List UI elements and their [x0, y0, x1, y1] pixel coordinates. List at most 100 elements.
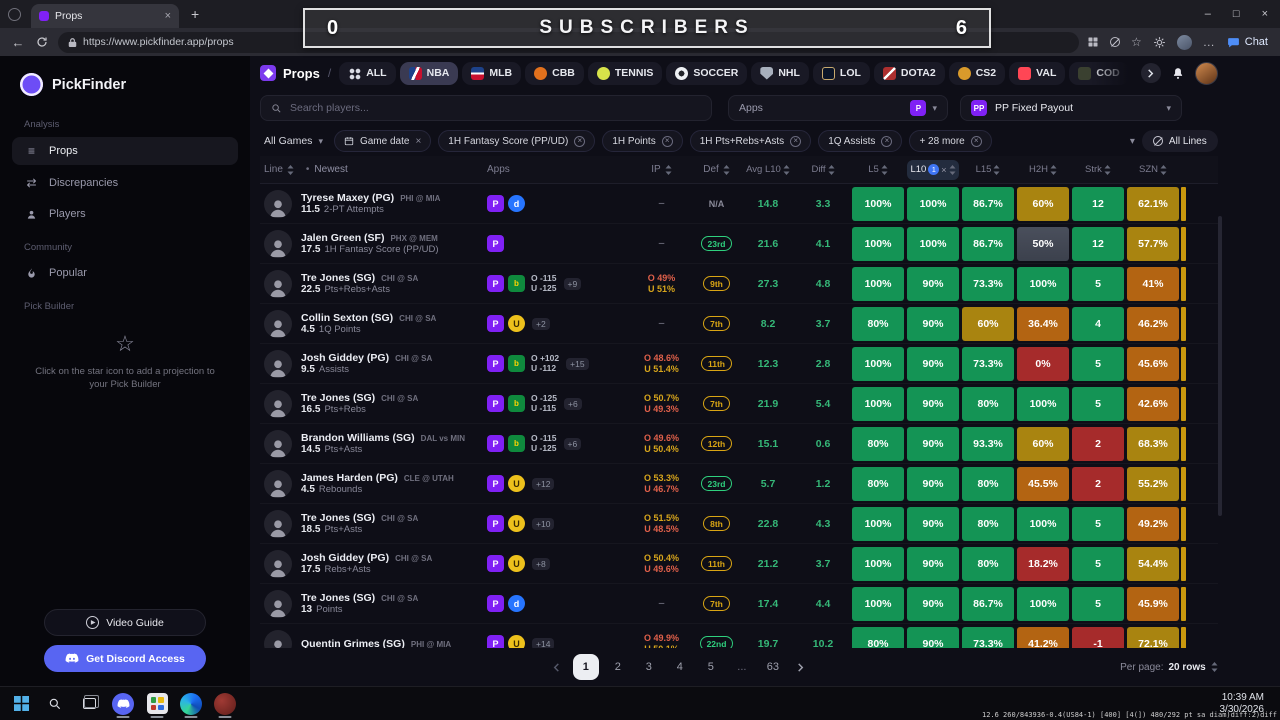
back-button[interactable]: ←	[11, 34, 25, 50]
start-button[interactable]	[6, 690, 36, 718]
player-info[interactable]: Tre Jones (SG) CHI @ SA 13 Points	[264, 589, 487, 618]
column-header-avg-l10[interactable]: Avg L10	[742, 164, 794, 175]
system-tray-clock[interactable]: 10:39 AM 3/30/2026	[1220, 692, 1280, 716]
more-apps-badge[interactable]: +10	[532, 517, 555, 530]
column-header-h2h[interactable]: H2H	[1017, 164, 1069, 175]
page-button-63[interactable]: 63	[766, 661, 779, 673]
column-header-ip[interactable]: IP	[629, 164, 694, 175]
remove-chip-icon[interactable]: ×	[970, 135, 982, 147]
filter-chip[interactable]: 1Q Assists ×	[818, 130, 903, 152]
player-info[interactable]: Collin Sexton (SG) CHI @ SA 4.5 1Q Points	[264, 309, 487, 338]
page-button-3[interactable]: 3	[645, 661, 652, 673]
prop-row[interactable]: James Harden (PG) CLE @ UTAH 4.5 Rebounds P U…	[260, 464, 1218, 504]
league-tab-cod[interactable]: COD	[1069, 61, 1129, 85]
page-button-1[interactable]: 1	[572, 654, 599, 680]
prop-row[interactable]: Quentin Grimes (SG) PHI @ MIA P U +14 O 49.9%…	[260, 624, 1218, 648]
column-header-line[interactable]: Line	[264, 164, 294, 175]
prop-row[interactable]: Josh Giddey (PG) CHI @ SA 17.5 Rebs+Asts P U +…	[260, 544, 1218, 584]
new-tab-button[interactable]: +	[191, 6, 200, 22]
scroll-leagues-right-button[interactable]	[1140, 63, 1161, 83]
remove-chip-icon[interactable]: ×	[661, 135, 673, 147]
game-date-filter[interactable]: Game date ×	[333, 130, 432, 152]
taskbar-search-button[interactable]	[40, 690, 70, 718]
more-apps-badge[interactable]: +15	[566, 357, 589, 370]
video-guide-button[interactable]: ▶ Video Guide	[44, 609, 206, 636]
refresh-button[interactable]	[34, 36, 50, 48]
prop-row[interactable]: Jalen Green (SF) PHX @ MEM 17.5 1H Fantasy …	[260, 224, 1218, 264]
page-button-2[interactable]: 2	[614, 661, 621, 673]
filter-chip[interactable]: + 28 more ×	[909, 130, 992, 152]
league-tab-tennis[interactable]: TENNIS	[587, 61, 663, 85]
more-apps-badge[interactable]: +2	[532, 317, 550, 330]
taskbar-app-grid[interactable]	[142, 690, 172, 718]
player-info[interactable]: Brandon Williams (SG) DAL vs MIN 14.5 Pts+A…	[264, 429, 487, 458]
sort-newest[interactable]: Newest	[314, 164, 348, 175]
league-tab-nhl[interactable]: NHL	[751, 61, 809, 85]
prev-page-button[interactable]	[548, 662, 566, 672]
league-tab-val[interactable]: VAL	[1009, 61, 1066, 85]
more-apps-badge[interactable]: +14	[532, 637, 555, 648]
close-tab-icon[interactable]: ×	[164, 10, 171, 22]
prop-row[interactable]: Brandon Williams (SG) DAL vs MIN 14.5 Pts+A…	[260, 424, 1218, 464]
player-info[interactable]: James Harden (PG) CLE @ UTAH 4.5 Rebounds	[264, 469, 487, 498]
minimize-button[interactable]: –	[1204, 8, 1211, 20]
player-search-input[interactable]: Search players...	[260, 95, 712, 121]
more-apps-badge[interactable]: +9	[563, 277, 582, 290]
browser-menu-icon[interactable]: …	[1202, 35, 1216, 49]
apps-grid-icon[interactable]	[1087, 36, 1099, 48]
remove-filter-icon[interactable]: ×	[415, 135, 422, 147]
player-info[interactable]: Quentin Grimes (SG) PHI @ MIA	[264, 629, 487, 648]
expand-filters-button[interactable]: ▾	[1129, 135, 1135, 147]
blocked-icon[interactable]	[1109, 37, 1120, 47]
taskbar-red-app[interactable]	[210, 690, 240, 718]
player-info[interactable]: Tre Jones (SG) CHI @ SA 18.5 Pts+Asts	[264, 509, 487, 538]
prop-row[interactable]: Tre Jones (SG) CHI @ SA 18.5 Pts+Asts P U +10 O…	[260, 504, 1218, 544]
filter-chip[interactable]: 1H Points ×	[602, 130, 683, 152]
sidebar-item-discrepancies[interactable]: ⇄ Discrepancies	[12, 169, 238, 197]
page-button-4[interactable]: 4	[676, 661, 683, 673]
more-apps-badge[interactable]: +6	[564, 397, 582, 410]
prop-row[interactable]: Tyrese Maxey (PG) PHI @ MIA 11.5 2-PT Attem…	[260, 184, 1218, 224]
league-tab-lol[interactable]: LOL	[812, 61, 870, 85]
table-scrollbar[interactable]	[1217, 216, 1222, 516]
league-tab-mlb[interactable]: MLB	[462, 61, 522, 85]
discord-access-button[interactable]: Get Discord Access	[44, 645, 206, 672]
filter-chip[interactable]: 1H Fantasy Score (PP/UD) ×	[438, 130, 596, 152]
column-header-diff[interactable]: Diff	[797, 164, 849, 175]
browser-tab[interactable]: Props ×	[31, 4, 179, 28]
user-avatar[interactable]	[1194, 61, 1218, 85]
column-header-l10[interactable]: L10 1 ×	[907, 159, 959, 180]
more-apps-badge[interactable]: +6	[563, 437, 582, 450]
taskbar-discord-app[interactable]	[108, 690, 138, 718]
sidebar-item-props[interactable]: ≡ Props	[12, 137, 238, 165]
column-header-strk[interactable]: Strk	[1072, 164, 1124, 175]
sidebar-item-players[interactable]: Players	[12, 201, 238, 227]
prop-row[interactable]: Tre Jones (SG) CHI @ SA 22.5 Pts+Rebs+Asts P…	[260, 264, 1218, 304]
player-info[interactable]: Josh Giddey (PG) CHI @ SA 9.5 Assists	[264, 349, 487, 378]
league-tab-soccer[interactable]: SOCCER	[666, 61, 748, 85]
all-lines-button[interactable]: All Lines	[1141, 130, 1218, 152]
all-games-dropdown[interactable]: All Games ▾	[260, 135, 327, 147]
more-apps-badge[interactable]: +8	[532, 557, 550, 570]
player-info[interactable]: Tyrese Maxey (PG) PHI @ MIA 11.5 2-PT Attem…	[264, 189, 487, 218]
taskbar-edge-app[interactable]	[176, 690, 206, 718]
remove-chip-icon[interactable]: ×	[790, 135, 802, 147]
column-header-def[interactable]: Def	[694, 164, 739, 175]
column-header-l15[interactable]: L15	[962, 164, 1014, 175]
more-apps-badge[interactable]: +12	[532, 477, 555, 490]
player-info[interactable]: Tre Jones (SG) CHI @ SA 22.5 Pts+Rebs+Asts	[264, 269, 487, 298]
remove-chip-icon[interactable]: ×	[881, 135, 893, 147]
task-view-button[interactable]	[74, 690, 104, 718]
league-tab-dota2[interactable]: DOTA2	[873, 61, 945, 85]
player-info[interactable]: Tre Jones (SG) CHI @ SA 16.5 Pts+Rebs	[264, 389, 487, 418]
league-tab-all[interactable]: ALL	[339, 61, 396, 85]
maximize-button[interactable]: □	[1232, 8, 1240, 20]
per-page-select[interactable]: Per page: 20 rows	[1120, 662, 1218, 673]
apps-dropdown[interactable]: Apps P ▾	[728, 95, 948, 121]
nav-props[interactable]: Props	[260, 65, 320, 81]
settings-gear-icon[interactable]	[1153, 36, 1166, 49]
column-header-szn[interactable]: SZN	[1127, 164, 1179, 175]
